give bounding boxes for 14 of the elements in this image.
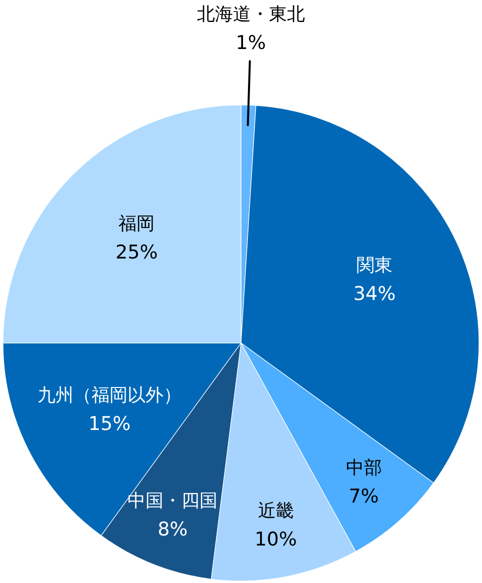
slice-label: 中部 — [346, 457, 382, 478]
data-label: 10% — [254, 528, 297, 550]
data-label: 25% — [116, 242, 158, 264]
slice-label: 近畿 — [258, 500, 294, 522]
slice-label: 中国・四国 — [128, 490, 218, 512]
data-label: 34% — [353, 283, 396, 306]
slice-label: 九州（福岡以外） — [38, 384, 182, 406]
data-label: 8% — [158, 518, 188, 541]
data-label: 15% — [88, 412, 131, 435]
data-label: 1% — [236, 32, 266, 54]
slice-label: 関東 — [356, 255, 393, 276]
data-label: 7% — [348, 485, 379, 508]
slice-label: 北海道・東北 — [196, 4, 305, 26]
slice-label: 福岡 — [118, 214, 155, 235]
